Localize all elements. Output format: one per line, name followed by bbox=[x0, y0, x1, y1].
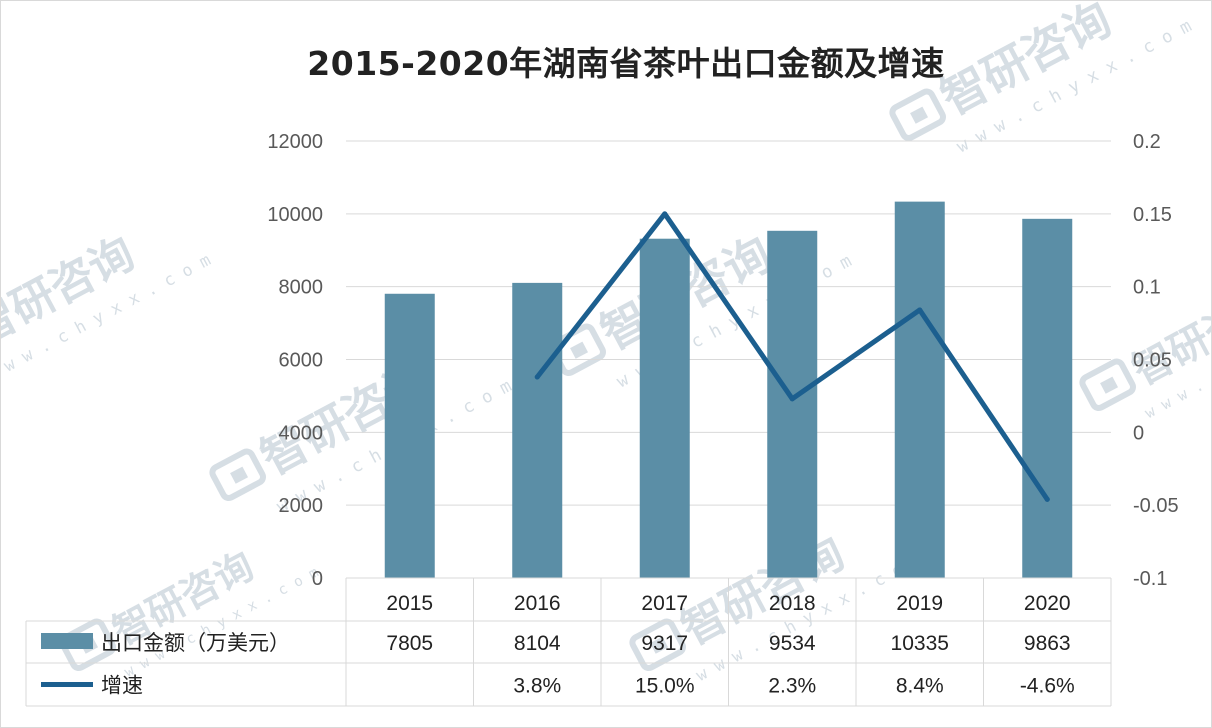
y-right-tick-label: 0 bbox=[1133, 422, 1144, 444]
bar bbox=[384, 293, 435, 578]
bar bbox=[894, 201, 945, 579]
y-left-tick-label: 6000 bbox=[279, 350, 324, 372]
line-point bbox=[662, 211, 668, 217]
y-left-tick-label: 12000 bbox=[267, 131, 323, 153]
x-tick-label: 2016 bbox=[514, 592, 561, 615]
table-cell: 3.8% bbox=[513, 675, 561, 698]
y-right-tick-label: 0.2 bbox=[1133, 131, 1161, 153]
table-row-label: 出口金额（万美元） bbox=[101, 631, 290, 655]
table-cell: 9863 bbox=[1024, 632, 1071, 655]
table-row-label: 增速 bbox=[101, 674, 143, 698]
x-tick-label: 2019 bbox=[896, 592, 943, 615]
chart-title: 2015-2020年湖南省茶叶出口金额及增速 bbox=[307, 44, 945, 83]
x-tick-label: 2017 bbox=[641, 592, 688, 615]
table-cell: 9317 bbox=[641, 632, 688, 655]
axis-layer: 0 -0.1 2000 -0.05 4000 0 6000 0.05 8000 0.1 10000 0… bbox=[267, 131, 1178, 590]
table-cell: 9534 bbox=[769, 632, 816, 655]
x-tick-label: 2018 bbox=[769, 592, 816, 615]
bar bbox=[512, 282, 563, 578]
legend-key-bar bbox=[41, 633, 93, 649]
table-cell: 10335 bbox=[891, 632, 949, 655]
data-table: 2015 2016 2017 2018 2019 2020 出口金额（万美元） 7805 810… bbox=[25, 577, 1112, 707]
y-right-tick-label: -0.05 bbox=[1133, 495, 1179, 517]
watermark-logo-icon bbox=[629, 618, 686, 671]
line-layer bbox=[534, 211, 1050, 502]
y-left-tick-label: 4000 bbox=[279, 422, 324, 444]
table-cell: 2.3% bbox=[768, 675, 816, 698]
y-left-tick-label: 8000 bbox=[279, 277, 324, 299]
watermark-logo-icon bbox=[889, 88, 946, 141]
y-right-tick-label: 0.1 bbox=[1133, 277, 1161, 299]
line-point bbox=[917, 307, 923, 313]
y-right-tick-label: -0.1 bbox=[1133, 568, 1167, 590]
table-cell: -4.6% bbox=[1020, 675, 1075, 698]
y-right-tick-label: 0.05 bbox=[1133, 350, 1172, 372]
bar bbox=[1022, 218, 1073, 578]
table-cell: 8.4% bbox=[896, 675, 944, 698]
y-left-tick-label: 2000 bbox=[279, 495, 324, 517]
grid-layer bbox=[346, 140, 1111, 506]
y-left-tick-label: 10000 bbox=[267, 204, 323, 226]
bar-layer bbox=[384, 201, 1073, 579]
line-point bbox=[789, 396, 795, 402]
table-cell: 7805 bbox=[386, 632, 433, 655]
x-tick-label: 2015 bbox=[386, 592, 433, 615]
line-point bbox=[534, 374, 540, 380]
table-cell: 8104 bbox=[514, 632, 561, 655]
line-point bbox=[1044, 496, 1050, 502]
watermark-logo-icon bbox=[1079, 358, 1136, 411]
table-cell: 15.0% bbox=[635, 675, 695, 698]
y-left-tick-label: 0 bbox=[312, 568, 323, 590]
watermark-logo-icon bbox=[209, 448, 266, 501]
bar bbox=[767, 230, 818, 578]
x-tick-label: 2020 bbox=[1024, 592, 1071, 615]
y-right-tick-label: 0.15 bbox=[1133, 204, 1172, 226]
bar bbox=[639, 238, 690, 578]
